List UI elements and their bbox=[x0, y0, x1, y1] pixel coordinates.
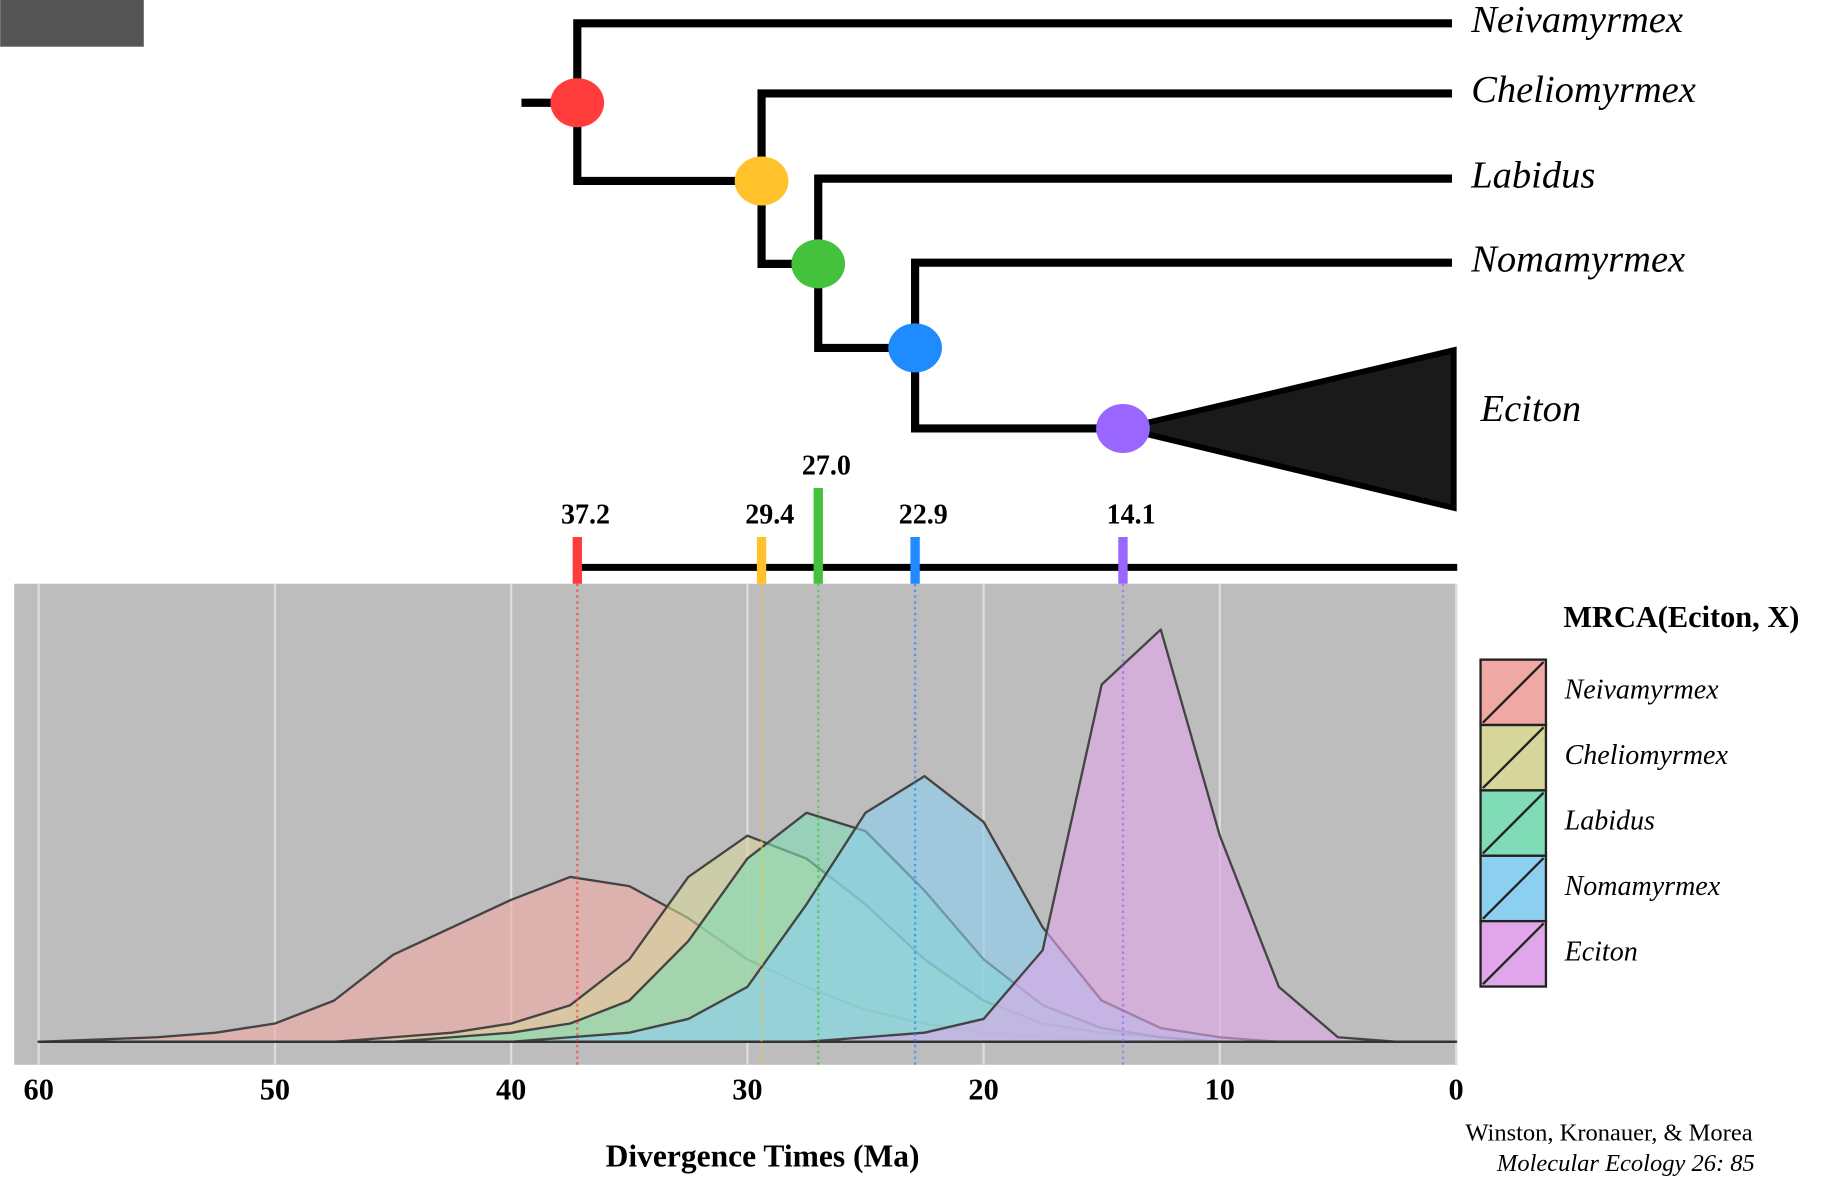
x-tick-label: 60 bbox=[24, 1073, 54, 1107]
age-label: 14.1 bbox=[1107, 500, 1156, 531]
legend-label: Cheliomyrmex bbox=[1565, 740, 1729, 771]
legend-key-line bbox=[1482, 726, 1545, 789]
age-label: 37.2 bbox=[561, 500, 610, 531]
legend-label: Eciton bbox=[1564, 936, 1638, 967]
legend-key-line bbox=[1482, 791, 1545, 855]
legend-title: MRCA(Eciton, X) bbox=[1563, 600, 1799, 634]
legend-key-line bbox=[1482, 857, 1545, 920]
x-tick-label: 50 bbox=[260, 1073, 290, 1107]
x-tick-label: 30 bbox=[732, 1073, 762, 1107]
tip-label: Labidus bbox=[1470, 154, 1595, 196]
photo-thumbnail bbox=[0, 0, 144, 47]
tip-label: Cheliomyrmex bbox=[1471, 69, 1696, 111]
tree-node bbox=[734, 156, 789, 206]
tree-node bbox=[550, 78, 605, 128]
tree-node bbox=[791, 239, 846, 289]
tip-label: Neivamyrmex bbox=[1470, 0, 1683, 41]
tip-label: Eciton bbox=[1480, 388, 1582, 430]
tip-label: Nomamyrmex bbox=[1470, 239, 1685, 281]
age-label: 27.0 bbox=[802, 451, 851, 482]
x-axis-title: Divergence Times (Ma) bbox=[606, 1139, 920, 1174]
legend-label: Nomamyrmex bbox=[1564, 871, 1721, 902]
citation-line: Winston, Kronauer, & Morea bbox=[1465, 1119, 1752, 1146]
x-tick-label: 10 bbox=[1205, 1073, 1235, 1107]
x-tick-label: 0 bbox=[1448, 1073, 1463, 1107]
x-tick-label: 20 bbox=[968, 1073, 998, 1107]
age-label: 29.4 bbox=[745, 500, 794, 531]
age-label: 22.9 bbox=[899, 500, 948, 531]
tree-node bbox=[1096, 403, 1150, 453]
legend-label: Neivamyrmex bbox=[1564, 675, 1720, 706]
clade-triangle bbox=[1122, 346, 1457, 512]
legend-key-line bbox=[1482, 661, 1545, 724]
x-tick-label: 40 bbox=[496, 1073, 526, 1107]
tree-branch bbox=[573, 19, 1452, 186]
legend-key-line bbox=[1482, 922, 1545, 986]
legend-label: Labidus bbox=[1564, 806, 1655, 837]
citation-line: Molecular Ecology 26: 85 bbox=[1496, 1150, 1755, 1177]
tree-node bbox=[888, 323, 942, 373]
